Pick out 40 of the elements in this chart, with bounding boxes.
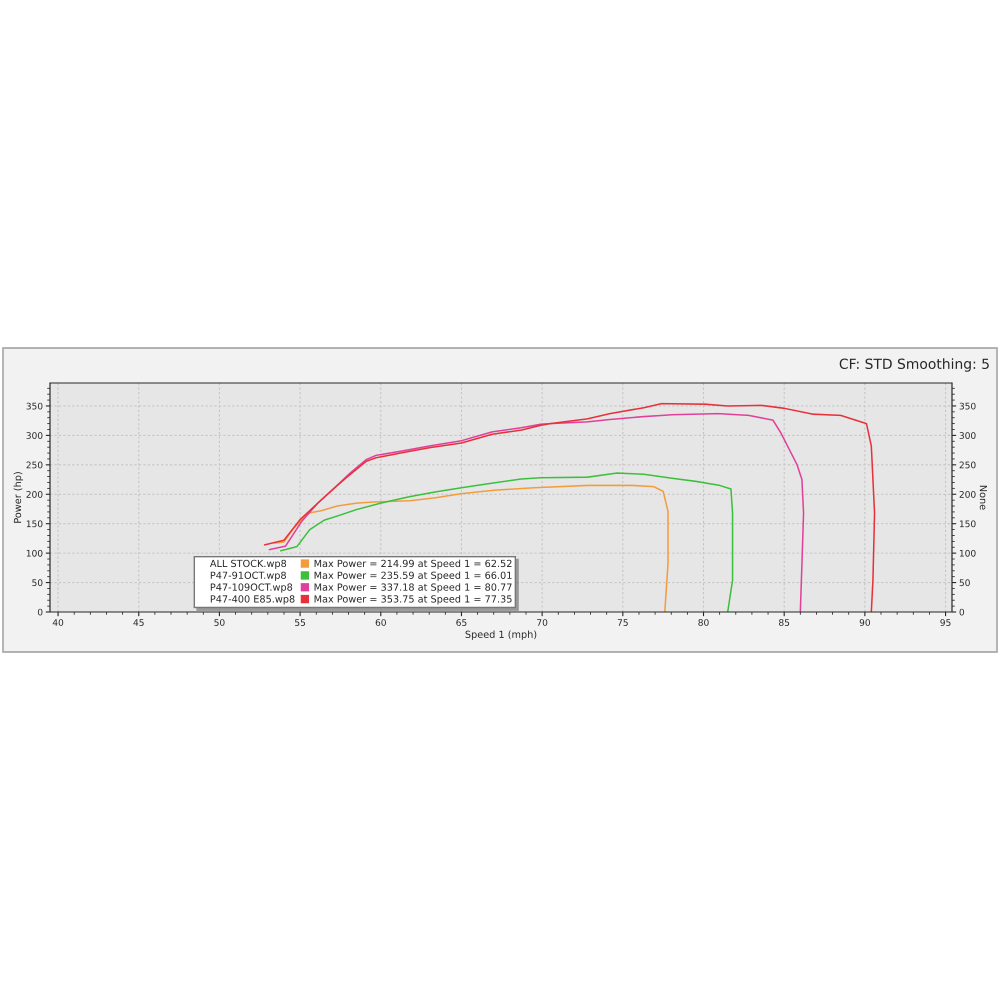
x-tick-label: 60 [376,619,386,626]
annotation: Max Power = 353.75 at Speed 1 = 77.35 [314,595,512,605]
annotation: Max Power = 214.99 at Speed 1 = 62.52 [314,560,512,569]
legend-label: P47-400 E85.wp8 [210,595,295,605]
x-tick-label: 85 [779,619,790,626]
x-tick-label: 90 [860,619,870,626]
y-axis-title: Power (hp) [14,472,24,523]
y2-tick-label: 300 [960,432,976,439]
y2-tick-label: 350 [960,402,976,410]
y2-tick-label: 50 [960,579,970,586]
x-tick-label: 45 [133,619,144,626]
y-tick-label: 150 [26,520,42,528]
y-tick-label: 350 [26,402,42,410]
x-tick-label: 65 [456,619,466,626]
x-tick-label: 75 [618,619,628,626]
x-tick-label: 80 [698,619,709,626]
annotation: Max Power = 235.59 at Speed 1 = 66.01 [314,571,512,581]
x-tick-label: 95 [940,619,950,626]
y-tick-label: 300 [26,432,42,439]
y2-axis-title: None [980,486,987,510]
y2-tick-label: 0 [960,608,964,616]
y-tick-label: 200 [26,490,42,498]
x-tick-label: 50 [214,619,225,626]
y-tick-label: 50 [32,579,42,586]
x-tick-label: 70 [537,619,548,626]
x-axis-title: Speed 1 (mph) [466,630,536,640]
legend-label: P47-91OCT.wp8 [210,572,286,581]
y-tick-label: 0 [38,608,42,616]
legend-label: ALL STOCK.wp8 [210,560,286,569]
y2-tick-label: 150 [960,520,976,528]
annotation: Max Power = 337.18 at Speed 1 = 80.77 [314,583,512,593]
legend-label: P47-109OCT.wp8 [210,583,292,593]
y2-tick-label: 200 [960,490,976,498]
text: CF: STD Smoothing: 5 [840,358,989,372]
x-tick-label: 40 [52,619,64,626]
y2-tick-label: 100 [960,550,976,557]
x-tick-label: 55 [295,619,306,626]
y-tick-label: 250 [26,462,42,468]
y-tick-label: 100 [26,550,42,557]
y2-tick-label: 250 [960,462,976,468]
